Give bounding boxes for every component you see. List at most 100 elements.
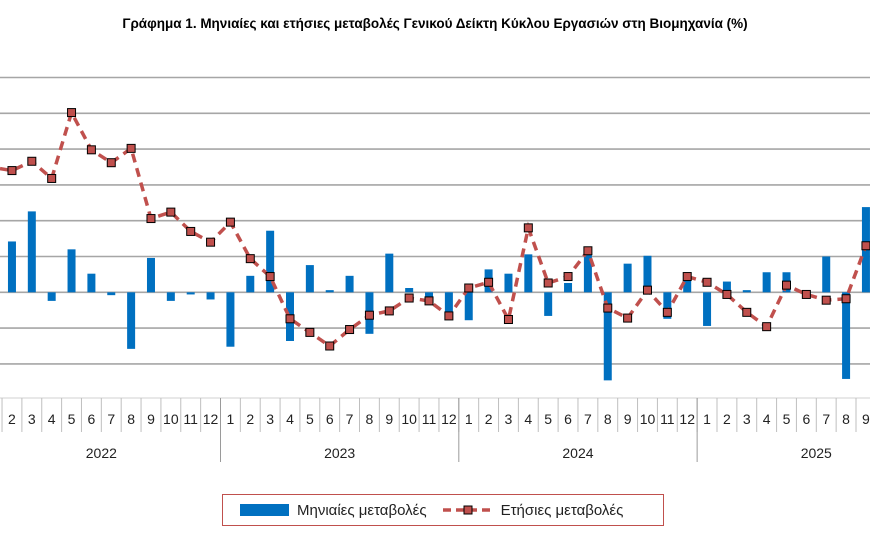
annual-marker [47, 173, 57, 183]
legend: Μηνιαίες μεταβολές Ετήσιες μεταβολές [222, 494, 664, 526]
year-label: 2022 [86, 445, 117, 461]
monthly-bar [166, 292, 175, 301]
month-tick-label: 9 [624, 411, 632, 427]
monthly-bar [683, 277, 692, 293]
month-tick-label: 8 [127, 411, 135, 427]
month-tick-label: 11 [660, 411, 675, 427]
month-tick-label: 8 [842, 411, 850, 427]
annual-marker [742, 307, 752, 317]
month-tick-label: 9 [862, 411, 870, 427]
annual-marker [543, 278, 553, 288]
monthly-bar [464, 292, 473, 321]
annual-marker [801, 289, 811, 299]
month-tick-label: 12 [679, 411, 695, 427]
month-tick-label: 7 [584, 411, 592, 427]
annual-marker [345, 325, 355, 335]
monthly-bar [87, 273, 96, 293]
month-tick-label: 3 [266, 411, 274, 427]
annual-marker [821, 295, 831, 305]
annual-marker [384, 306, 394, 316]
month-tick-label: 4 [763, 411, 771, 427]
month-tick-label: 7 [346, 411, 354, 427]
month-tick-label: 11 [183, 411, 198, 427]
annual-marker [305, 327, 315, 337]
month-tick-label: 2 [723, 411, 731, 427]
monthly-bar [742, 290, 751, 293]
monthly-bar [206, 292, 215, 300]
year-label: 2024 [562, 445, 593, 461]
annual-marker [126, 143, 136, 153]
month-tick-label: 9 [147, 411, 155, 427]
month-tick-label: 5 [544, 411, 552, 427]
annual-marker [67, 108, 77, 118]
monthly-bar [107, 292, 116, 296]
monthly-bar [47, 292, 56, 301]
annual-marker [86, 145, 96, 155]
month-tick-label: 2 [246, 411, 254, 427]
year-label: 2025 [801, 445, 832, 461]
monthly-bar [564, 282, 573, 293]
monthly-bar [504, 273, 513, 293]
month-tick-label: 6 [564, 411, 572, 427]
monthly-bar [524, 254, 533, 293]
monthly-bar [67, 249, 76, 293]
monthly-bar [226, 292, 235, 347]
month-tick-label: 8 [366, 411, 374, 427]
monthly-bar [822, 256, 831, 293]
month-tick-label: 4 [286, 411, 294, 427]
month-tick-label: 1 [465, 411, 473, 427]
annual-marker [782, 280, 791, 290]
annual-marker [861, 241, 870, 251]
month-tick-label: 10 [640, 411, 656, 427]
annual-marker [444, 311, 454, 321]
annual-marker [464, 283, 474, 293]
monthly-bar [722, 281, 731, 293]
monthly-bar [385, 253, 394, 293]
month-tick-label: 3 [505, 411, 513, 427]
monthly-bar [305, 265, 314, 293]
monthly-bar [405, 288, 414, 293]
month-tick-label: 12 [441, 411, 457, 427]
monthly-bar [7, 241, 16, 293]
year-label: 2023 [324, 445, 355, 461]
month-tick-label: 3 [28, 411, 36, 427]
month-tick-label: 12 [203, 411, 219, 427]
month-tick-label: 5 [783, 411, 791, 427]
monthly-bar [186, 292, 195, 295]
annual-marker [285, 314, 295, 324]
month-tick-label: 10 [163, 411, 179, 427]
monthly-bar [246, 275, 255, 293]
annual-marker [484, 277, 494, 287]
monthly-bar [544, 292, 553, 316]
annual-marker [682, 272, 692, 282]
annual-marker [106, 158, 116, 168]
legend-bar-swatch [240, 504, 289, 516]
month-tick-label: 7 [107, 411, 115, 427]
annual-marker [841, 294, 851, 304]
annual-marker [7, 166, 17, 176]
annual-marker [325, 341, 335, 351]
annual-marker [265, 272, 275, 282]
monthly-bar [643, 255, 652, 293]
annual-marker [245, 254, 255, 264]
monthly-bar [703, 292, 712, 326]
month-tick-label: 10 [401, 411, 417, 427]
annual-marker [702, 277, 712, 287]
monthly-bar [127, 292, 136, 349]
monthly-bar [603, 292, 612, 381]
month-tick-label: 9 [385, 411, 393, 427]
annual-line [0, 108, 868, 349]
annual-marker [364, 310, 374, 320]
monthly-bar [623, 263, 632, 293]
month-tick-label: 11 [422, 411, 437, 427]
annual-marker [563, 272, 573, 282]
legend-label-monthly: Μηνιαίες μεταβολές [297, 501, 427, 519]
monthly-bar [762, 272, 771, 293]
annual-marker [27, 156, 37, 166]
annual-marker [503, 315, 513, 325]
monthly-bar [444, 292, 453, 314]
annual-marker [583, 246, 593, 256]
annual-marker [603, 303, 613, 313]
month-tick-label: 6 [326, 411, 334, 427]
